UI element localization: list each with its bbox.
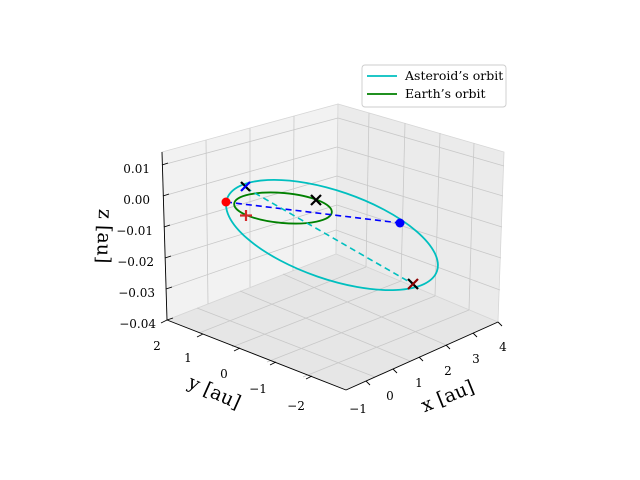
y-axis-label: y [au]: [184, 371, 244, 414]
x-tick-label: −1: [349, 402, 367, 416]
x-tick-label: 3: [472, 352, 480, 366]
y-tick-marks: [160, 319, 313, 380]
black-x-marker: [310, 194, 322, 206]
legend-label-asteroid: Asteroid’s orbit: [404, 68, 503, 83]
x-tick-label: 0: [386, 389, 394, 403]
x-tick-label: 1: [415, 376, 423, 390]
axis-lines: [161, 151, 499, 391]
darkred-x-marker: [407, 278, 419, 290]
x-tick-label: 4: [499, 340, 507, 354]
z-tick-marks: [161, 162, 174, 321]
blue-circle-marker: [395, 218, 405, 228]
red-circle-marker: [221, 197, 231, 207]
y-tick-label: 2: [153, 339, 161, 353]
y-tick-label: −2: [287, 399, 305, 413]
z-tick-label: −0.04: [119, 317, 156, 331]
grid-lines: [161, 112, 505, 378]
y-tick-label: 0: [220, 367, 228, 381]
x-tick-marks: [365, 321, 503, 386]
z-tick-label: 0.01: [123, 162, 150, 176]
legend-box: [361, 64, 507, 108]
cyan-dashed-line: [245, 187, 414, 285]
z-tick-label: 0.00: [123, 193, 150, 207]
z-axis-label: z [au]: [92, 209, 116, 264]
legend: Asteroid’s orbit Earth’s orbit: [361, 64, 507, 108]
blue-x-marker: [240, 181, 251, 192]
z-tick-label: −0.03: [118, 286, 155, 300]
earth-orbit-line: [233, 191, 333, 225]
x-axis-label: x [au]: [418, 376, 477, 417]
legend-label-earth: Earth’s orbit: [405, 86, 486, 101]
x-tick-label: 2: [444, 364, 452, 378]
y-tick-label: −1: [249, 382, 267, 396]
z-tick-label: −0.01: [116, 224, 153, 238]
y-tick-label: 1: [184, 351, 192, 365]
red-plus-marker: [240, 210, 252, 221]
z-tick-label: −0.02: [117, 255, 154, 269]
